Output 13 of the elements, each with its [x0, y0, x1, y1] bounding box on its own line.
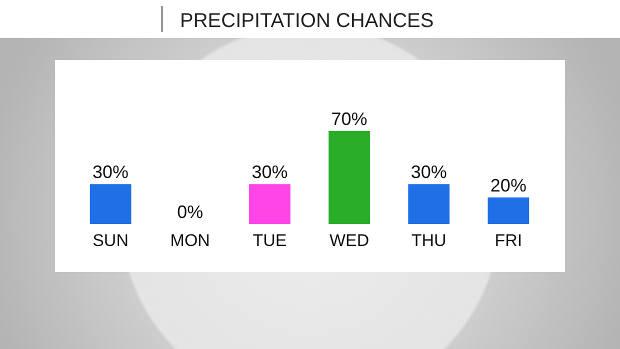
x-tick-label: TUE — [252, 231, 287, 250]
x-tick-label: SUN — [92, 231, 129, 250]
data-label: 0% — [177, 202, 204, 222]
data-label: 30% — [410, 162, 447, 182]
x-tick-label: WED — [329, 231, 370, 250]
data-label: 70% — [331, 109, 368, 129]
chart-title: PRECIPITATION CHANCES — [180, 10, 434, 32]
x-tick-label: THU — [411, 231, 446, 250]
x-tick-label: FRI — [494, 231, 522, 250]
data-label: 30% — [92, 162, 129, 182]
data-label: 30% — [252, 162, 288, 182]
data-label: 20% — [490, 175, 526, 196]
x-tick-label: MON — [170, 231, 210, 250]
